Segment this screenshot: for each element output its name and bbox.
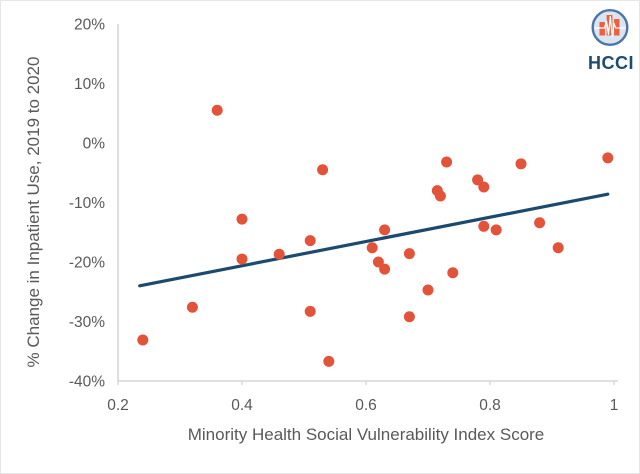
x-tick-label: 1: [610, 397, 619, 414]
y-axis-title: % Change in Inpatient Use, 2019 to 2020: [24, 56, 43, 368]
y-tick-label: -30%: [69, 314, 105, 331]
data-point: [323, 355, 335, 367]
data-point: [447, 267, 459, 279]
data-point: [236, 253, 248, 265]
data-point: [478, 220, 490, 232]
y-tick-label: 10%: [74, 76, 105, 93]
data-point: [211, 104, 223, 116]
data-point: [372, 256, 384, 268]
x-tick-label: 0.4: [231, 397, 253, 414]
x-axis-title: Minority Health Social Vulnerability Ind…: [187, 425, 545, 444]
y-tick-label: -10%: [69, 195, 105, 212]
data-point: [236, 213, 248, 225]
data-point: [379, 263, 391, 275]
data-point: [434, 190, 446, 202]
data-point: [403, 311, 415, 323]
data-point: [490, 224, 502, 236]
data-point: [366, 242, 378, 254]
data-point: [478, 181, 490, 193]
data-point: [317, 164, 329, 176]
x-tick-label: 0.8: [479, 397, 501, 414]
y-tick-label: 0%: [83, 136, 106, 153]
y-tick-label: 20%: [74, 17, 105, 34]
data-point: [379, 224, 391, 236]
hcci-logo-icon: [591, 9, 629, 46]
y-tick-label: -20%: [69, 255, 105, 272]
data-point: [441, 156, 453, 168]
data-point: [403, 248, 415, 260]
y-tick-label: -40%: [69, 374, 105, 391]
data-point: [186, 301, 198, 313]
data-point: [273, 248, 285, 260]
hcci-logo: HCCI: [588, 8, 634, 73]
x-tick-label: 0.2: [107, 397, 129, 414]
data-point: [515, 158, 527, 170]
data-point: [472, 174, 484, 186]
data-point: [304, 305, 316, 317]
hcci-logo-text: HCCI: [588, 53, 634, 73]
data-point: [602, 152, 614, 164]
data-point: [534, 217, 546, 229]
x-tick-label: 0.6: [355, 397, 377, 414]
trend-line: [138, 192, 610, 288]
data-point: [137, 334, 149, 346]
data-point: [422, 284, 434, 296]
data-point: [552, 242, 564, 254]
data-point: [304, 235, 316, 247]
